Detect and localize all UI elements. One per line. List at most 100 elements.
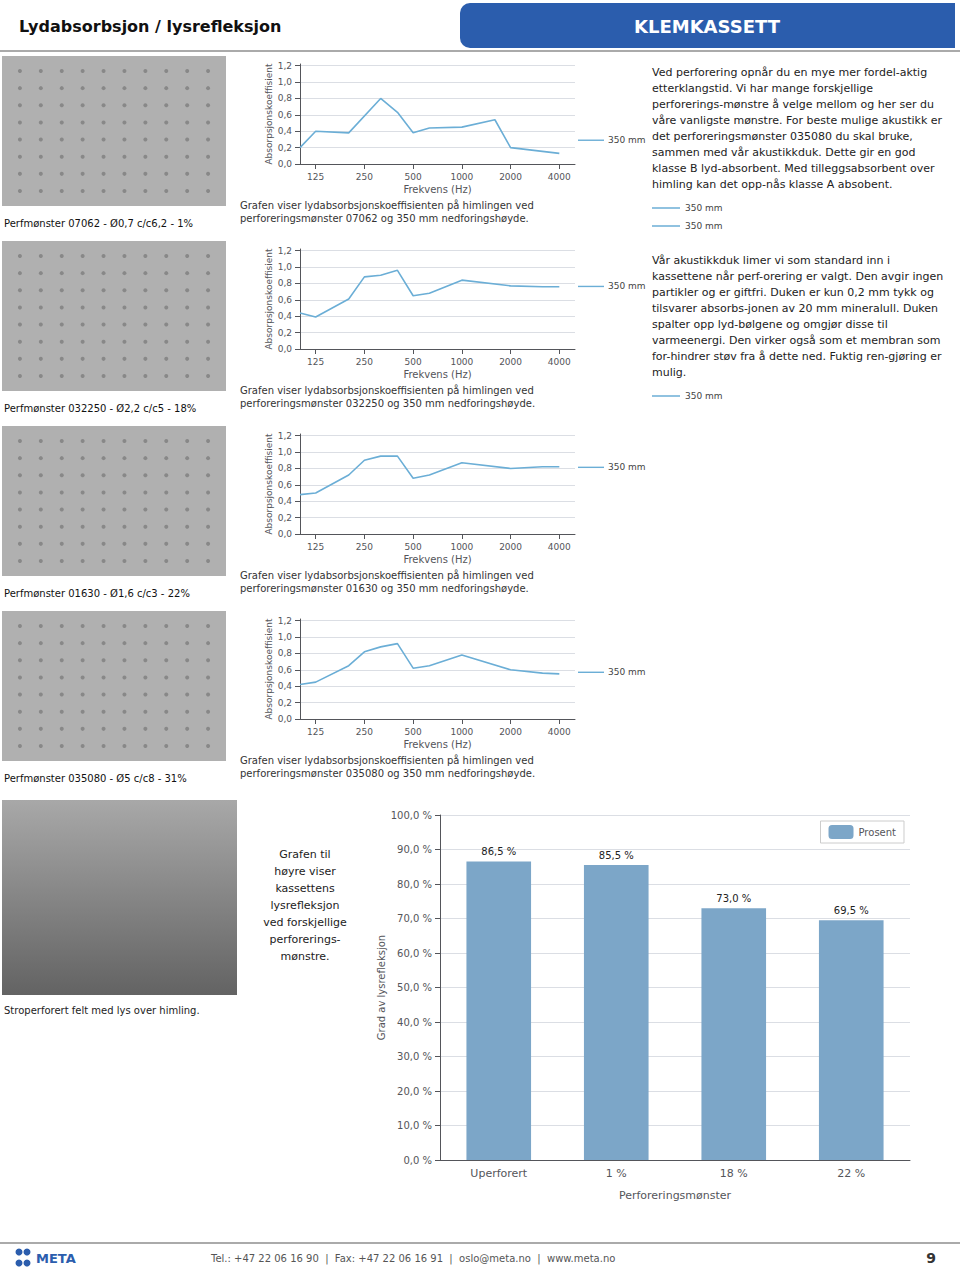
svg-text:Ved perforering opnår du en my: Ved perforering opnår du en mye mer ford… bbox=[652, 66, 927, 79]
svg-text:350 mm: 350 mm bbox=[685, 221, 723, 231]
svg-text:Absorpsjonskoeffisient: Absorpsjonskoeffisient bbox=[264, 248, 274, 350]
svg-text:250: 250 bbox=[356, 172, 373, 182]
svg-text:Absorpsjonskoeffisient: Absorpsjonskoeffisient bbox=[264, 618, 274, 720]
svg-text:0,8: 0,8 bbox=[278, 278, 293, 288]
svg-text:1000: 1000 bbox=[450, 727, 473, 737]
svg-text:2000: 2000 bbox=[499, 357, 522, 367]
svg-text:250: 250 bbox=[356, 542, 373, 552]
svg-text:Absorpsjonskoeffisient: Absorpsjonskoeffisient bbox=[264, 433, 274, 535]
svg-text:2000: 2000 bbox=[499, 542, 522, 552]
svg-text:0,6: 0,6 bbox=[278, 480, 293, 490]
svg-text:500: 500 bbox=[405, 542, 422, 552]
svg-text:100,0 %: 100,0 % bbox=[391, 810, 432, 821]
svg-text:Vår akustikkduk limer vi som s: Vår akustikkduk limer vi som standard in… bbox=[652, 254, 890, 267]
svg-text:tilsvarer absorbs-jonen av 20: tilsvarer absorbs-jonen av 20 mm mineral… bbox=[652, 302, 938, 315]
svg-text:350 mm: 350 mm bbox=[685, 391, 723, 401]
svg-text:Grafen viser lydabsorbsjonskoe: Grafen viser lydabsorbsjonskoeffisienten… bbox=[240, 569, 534, 581]
svg-text:0,8: 0,8 bbox=[278, 648, 293, 658]
svg-text:10,0 %: 10,0 % bbox=[397, 1120, 432, 1131]
svg-text:lysrefleksjon: lysrefleksjon bbox=[271, 899, 340, 912]
svg-text:1,2: 1,2 bbox=[278, 616, 292, 626]
svg-text:Prosent: Prosent bbox=[859, 827, 897, 838]
svg-text:250: 250 bbox=[356, 727, 373, 737]
svg-text:73,0 %: 73,0 % bbox=[716, 893, 751, 904]
svg-text:80,0 %: 80,0 % bbox=[397, 879, 432, 890]
svg-text:0,0: 0,0 bbox=[278, 714, 293, 724]
svg-text:0,6: 0,6 bbox=[278, 110, 293, 120]
svg-text:Grafen til: Grafen til bbox=[279, 848, 330, 861]
svg-text:mulig.: mulig. bbox=[652, 366, 686, 379]
svg-text:høyre viser: høyre viser bbox=[274, 865, 336, 878]
svg-text:himling kan det opp-nås klasse: himling kan det opp-nås klasse A absoben… bbox=[652, 178, 893, 191]
svg-text:125: 125 bbox=[307, 542, 324, 552]
svg-text:350 mm: 350 mm bbox=[608, 135, 646, 145]
svg-text:20,0 %: 20,0 % bbox=[397, 1086, 432, 1097]
svg-text:18 %: 18 % bbox=[720, 1167, 748, 1180]
svg-text:META: META bbox=[36, 1251, 76, 1266]
svg-text:350 mm: 350 mm bbox=[685, 203, 723, 213]
svg-text:0,0: 0,0 bbox=[278, 159, 293, 169]
svg-text:partikler og er giftfri. Duken: partikler og er giftfri. Duken er kun 0,… bbox=[652, 286, 934, 299]
svg-text:350 mm: 350 mm bbox=[608, 667, 646, 677]
svg-text:Perforeringsmønster: Perforeringsmønster bbox=[619, 1189, 732, 1202]
svg-text:0,0 %: 0,0 % bbox=[403, 1155, 432, 1166]
svg-text:9: 9 bbox=[926, 1250, 936, 1266]
svg-text:1,0: 1,0 bbox=[278, 447, 293, 457]
svg-text:250: 250 bbox=[356, 357, 373, 367]
svg-text:1000: 1000 bbox=[450, 542, 473, 552]
svg-text:4000: 4000 bbox=[548, 542, 571, 552]
svg-text:0,2: 0,2 bbox=[278, 328, 292, 338]
svg-text:500: 500 bbox=[405, 172, 422, 182]
svg-text:4000: 4000 bbox=[548, 357, 571, 367]
svg-text:Tel.: +47 22 06 16 90 | Fax:: Tel.: +47 22 06 16 90 | Fax: +47 22 06 1… bbox=[210, 1253, 615, 1265]
svg-text:125: 125 bbox=[307, 172, 324, 182]
svg-text:Absorpsjonskoeffisient: Absorpsjonskoeffisient bbox=[264, 63, 274, 165]
svg-text:1,2: 1,2 bbox=[278, 431, 292, 441]
svg-text:Perfmønster 01630 - Ø1,6 c/c3: Perfmønster 01630 - Ø1,6 c/c3 - 22% bbox=[4, 588, 190, 599]
svg-text:4000: 4000 bbox=[548, 727, 571, 737]
svg-text:ved forskjellige: ved forskjellige bbox=[263, 916, 347, 929]
svg-text:0,2: 0,2 bbox=[278, 513, 292, 523]
svg-text:Perfmønster 032250 - Ø2,2 c/c5: Perfmønster 032250 - Ø2,2 c/c5 - 18% bbox=[4, 403, 196, 414]
svg-text:perforeringsmønster 032250 og: perforeringsmønster 032250 og 350 mm ned… bbox=[240, 398, 535, 409]
svg-text:perforeringsmønster 01630 og 3: perforeringsmønster 01630 og 350 mm nedf… bbox=[240, 583, 529, 594]
svg-text:0,6: 0,6 bbox=[278, 665, 293, 675]
svg-text:70,0 %: 70,0 % bbox=[397, 913, 432, 924]
svg-text:500: 500 bbox=[405, 727, 422, 737]
svg-text:perforerings-mønstre å velge m: perforerings-mønstre å velge mellom og h… bbox=[652, 98, 934, 111]
svg-text:125: 125 bbox=[307, 357, 324, 367]
svg-text:perforeringsmønster 07062 og 3: perforeringsmønster 07062 og 350 mm nedf… bbox=[240, 213, 529, 224]
svg-text:90,0 %: 90,0 % bbox=[397, 844, 432, 855]
svg-text:Lydabsorbsjon / lysrefleksjon: Lydabsorbsjon / lysrefleksjon bbox=[19, 17, 281, 36]
svg-text:0,4: 0,4 bbox=[278, 311, 293, 321]
svg-text:Frekvens (Hz): Frekvens (Hz) bbox=[403, 554, 471, 565]
svg-text:86,5 %: 86,5 % bbox=[481, 846, 516, 857]
svg-text:1,0: 1,0 bbox=[278, 262, 293, 272]
svg-text:0,2: 0,2 bbox=[278, 143, 292, 153]
svg-text:for-hindrer støv fra å dette n: for-hindrer støv fra å dette ned. Fuktig… bbox=[652, 350, 942, 363]
svg-text:Stroperforert felt med lys ove: Stroperforert felt med lys over himling. bbox=[4, 1005, 200, 1016]
svg-text:1000: 1000 bbox=[450, 357, 473, 367]
svg-text:Uperforert: Uperforert bbox=[470, 1167, 527, 1180]
svg-text:Frekvens (Hz): Frekvens (Hz) bbox=[403, 739, 471, 750]
svg-text:kassettene når perf-orering er: kassettene når perf-orering er valgt. De… bbox=[652, 270, 943, 283]
svg-text:30,0 %: 30,0 % bbox=[397, 1051, 432, 1062]
svg-text:0,4: 0,4 bbox=[278, 496, 293, 506]
svg-text:0,8: 0,8 bbox=[278, 463, 293, 473]
svg-text:4000: 4000 bbox=[548, 172, 571, 182]
svg-text:1,2: 1,2 bbox=[278, 246, 292, 256]
svg-text:2000: 2000 bbox=[499, 727, 522, 737]
svg-text:klasse B lyd-absorbent. Med ti: klasse B lyd-absorbent. Med tilleggsabso… bbox=[652, 162, 935, 175]
svg-text:det perforeringsmønster 035080: det perforeringsmønster 035080 du skal b… bbox=[652, 130, 913, 143]
svg-text:500: 500 bbox=[405, 357, 422, 367]
svg-text:22 %: 22 % bbox=[837, 1167, 865, 1180]
svg-text:Frekvens (Hz): Frekvens (Hz) bbox=[403, 184, 471, 195]
svg-text:0,8: 0,8 bbox=[278, 93, 293, 103]
svg-text:0,0: 0,0 bbox=[278, 344, 293, 354]
svg-text:våre vanligste mønstre. For be: våre vanligste mønstre. For beste mulige… bbox=[652, 114, 943, 127]
svg-text:125: 125 bbox=[307, 727, 324, 737]
svg-text:Perfmønster 07062 - Ø0,7 c/c6,: Perfmønster 07062 - Ø0,7 c/c6,2 - 1% bbox=[4, 218, 193, 229]
svg-text:Frekvens (Hz): Frekvens (Hz) bbox=[403, 369, 471, 380]
svg-text:Grad av lysrefleksjon: Grad av lysrefleksjon bbox=[376, 935, 387, 1040]
svg-text:1000: 1000 bbox=[450, 172, 473, 182]
